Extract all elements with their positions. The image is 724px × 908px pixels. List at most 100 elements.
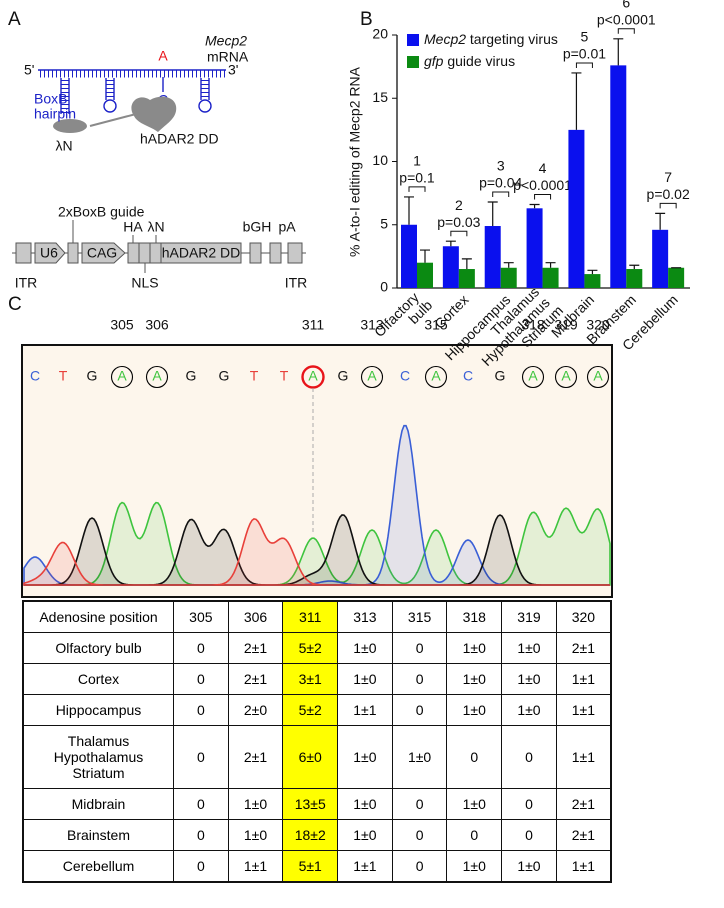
boxb-label: BoxB (34, 91, 67, 107)
comparison-number: 4 (539, 160, 547, 176)
table-row: Midbrain 0 1±0 13±5 1±0 0 1±0 0 2±1 (22, 788, 612, 820)
table-cell: 2±1 (227, 663, 284, 695)
table-cell: Midbrain (22, 788, 174, 820)
table-cell: 0 (501, 725, 557, 789)
table-cell: 0 (446, 819, 503, 851)
table-cell: 0 (391, 850, 448, 883)
table-cell: 0 (391, 632, 448, 664)
position-label: 320 (586, 317, 610, 333)
panel-label: B (360, 9, 373, 30)
linker (89, 113, 137, 127)
base-letter: G (495, 368, 506, 384)
error-bar (655, 212, 666, 230)
bar (652, 229, 669, 288)
legend-label: Mecp2 targeting virus (424, 31, 558, 47)
p-value: p<0.0001 (597, 11, 656, 27)
base-letter: A (561, 368, 571, 384)
base-letter: A (117, 368, 127, 384)
table-cell: 0 (391, 694, 448, 726)
table-cell: 0 (391, 663, 448, 695)
table-cell: 0 (446, 725, 503, 789)
bar (610, 65, 627, 288)
error-bar (545, 262, 556, 268)
itr-left-label: ITR (15, 275, 38, 291)
y-tick-label: 0 (380, 279, 388, 295)
enzyme-label: hADAR2 DD (140, 131, 219, 147)
p-value: p=0.03 (437, 214, 480, 230)
cag-label: CAG (87, 245, 117, 261)
bgh-label: bGH (243, 219, 272, 235)
position-label: 305 (110, 317, 134, 333)
gene-label: Mecp2 (205, 33, 247, 49)
table-cell: 320 (555, 600, 612, 633)
table-cell: 305 (173, 600, 229, 633)
base-letter: T (59, 368, 68, 384)
bar (626, 269, 643, 288)
table-cell: 18±2 (282, 819, 339, 851)
table-cell: 1±1 (555, 725, 612, 789)
significance-bracket (575, 62, 593, 68)
u6-label: U6 (40, 245, 58, 261)
base-letter: A (431, 368, 441, 384)
bar (526, 208, 543, 288)
table-cell: 1±0 (391, 725, 448, 789)
table-cell: 319 (501, 600, 557, 633)
p-value: p<0.0001 (513, 177, 572, 193)
base-letter: G (219, 368, 230, 384)
legend-swatch (407, 34, 419, 46)
base-circle (521, 365, 545, 389)
position-label: 319 (554, 317, 578, 333)
table-cell: 0 (391, 788, 448, 820)
enzyme-construct-label: hADAR2 DD (162, 245, 241, 261)
table-cell: 1±1 (555, 694, 612, 726)
construct (12, 220, 306, 273)
table-cell: 2±1 (555, 819, 612, 851)
table-cell: 6±0 (282, 725, 339, 789)
table-cell: 0 (173, 663, 229, 695)
comparison-number: 1 (413, 153, 421, 169)
base-circle (586, 365, 610, 389)
table-cell: 1±1 (555, 850, 612, 883)
error-bar (461, 258, 472, 270)
y-axis-label: % A-to-I editing of Mecp2 RNA (347, 66, 363, 257)
table-cell: 1±0 (227, 819, 284, 851)
ha-label: HA (123, 219, 143, 235)
table-cell: 5±1 (282, 850, 339, 883)
bar (542, 267, 559, 288)
position-label: 311 (302, 317, 325, 333)
base-circle (301, 365, 325, 389)
bar (584, 274, 601, 288)
y-tick-label: 5 (380, 215, 388, 231)
table-cell: 315 (391, 600, 448, 633)
base-letter: A (308, 368, 318, 384)
table-cell: 1±0 (446, 788, 503, 820)
table-cell: 0 (501, 788, 557, 820)
lambda-n-shape (53, 119, 87, 133)
table-cell: 1±0 (446, 663, 503, 695)
table-cell: 2±1 (227, 632, 284, 664)
significance-bracket (492, 191, 510, 197)
table-cell: 1±0 (446, 632, 503, 664)
panel-label: C (8, 294, 22, 315)
bar (484, 226, 501, 288)
molecule-label: mRNA (207, 49, 249, 65)
table-cell: 5±2 (282, 694, 339, 726)
p-value: p=0.1 (399, 170, 435, 186)
table-cell: 0 (173, 788, 229, 820)
p-value: p=0.01 (563, 46, 606, 62)
table-cell: 0 (173, 632, 229, 664)
comparison-number: 3 (497, 158, 505, 174)
base-circle (360, 365, 384, 389)
table-row: Adenosine position 305 306 311 313 315 318 319 3… (22, 600, 612, 633)
error-bar (487, 201, 498, 227)
table-row: Brainstem 0 1±0 18±2 1±0 0 0 0 2±1 (22, 819, 612, 851)
table-cell: Cerebellum (22, 850, 174, 883)
table-cell: 1±0 (227, 788, 284, 820)
bar (668, 267, 685, 288)
table-cell: 1±0 (501, 694, 557, 726)
table-cell: 0 (173, 694, 229, 726)
table-cell: 0 (173, 819, 229, 851)
significance-bracket (534, 194, 552, 200)
table-cell: 1±1 (227, 850, 284, 883)
position-label: 306 (145, 317, 169, 333)
